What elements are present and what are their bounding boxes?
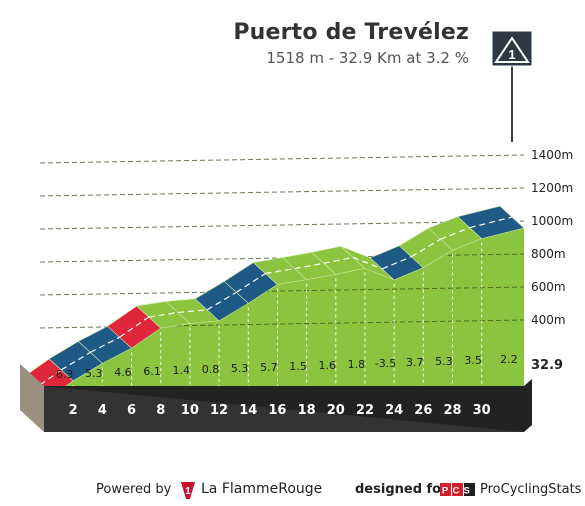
powered-by-label: Powered by — [96, 482, 172, 497]
procyclingstats-link[interactable]: ProCyclingStats — [480, 482, 582, 497]
altitude-tick-label: 800m — [531, 247, 566, 261]
gradient-band-centerline — [265, 267, 295, 275]
category-badge-label: 1 — [508, 47, 515, 62]
gradient-band-centerline — [177, 309, 208, 314]
summit-marker: 1 — [491, 30, 533, 142]
gradient-value-label: -3.5 — [375, 357, 396, 370]
designed-for-label: designed for — [355, 482, 448, 497]
altitude-tick-label: 1400m — [531, 148, 573, 162]
gradient-band-centerline — [381, 256, 412, 270]
gradient-band-centerline — [294, 262, 324, 270]
gradient-band-centerline — [469, 216, 513, 229]
gradient-value-label: 5.7 — [260, 361, 278, 374]
distance-tick-label: 8 — [156, 403, 165, 418]
distance-tick-label: 22 — [356, 403, 374, 418]
gradient-value-label: 3.7 — [406, 356, 424, 369]
distance-tick-label: 30 — [473, 403, 491, 418]
distance-tick-label: 16 — [268, 403, 286, 418]
distance-tick-label: 24 — [385, 403, 403, 418]
elevation-profile-chart: 2 4 6 8 10 12 14 16 18 20 22 24 26 28 306.3 5.3 4.6 6.1 1.… — [19, 30, 573, 432]
distance-tick-label: 6 — [127, 403, 136, 418]
gradient-band-centerline — [235, 273, 266, 293]
pcs-logo-icon[interactable]: PCS — [440, 483, 476, 496]
gridline-layer — [39, 154, 525, 386]
base-side-face — [20, 364, 44, 432]
gradient-band-layer — [19, 205, 525, 403]
la-flamme-rouge-logo-icon[interactable]: 1 — [178, 480, 198, 500]
la-flamme-rouge-link[interactable]: La FlammeRouge — [201, 481, 323, 497]
gradient-band-centerline — [440, 227, 470, 240]
gradient-value-label: 3.5 — [464, 354, 482, 367]
gradient-value-label: 5.3 — [85, 367, 103, 380]
gradient-value-label: 6.1 — [143, 365, 161, 378]
gradient-band-centerline — [323, 256, 354, 264]
gradient-band-centerline — [90, 336, 120, 353]
distance-tick-label: 10 — [181, 403, 199, 418]
gradient-band-centerline — [119, 316, 150, 338]
svg-text:PCS: PCS — [442, 486, 474, 497]
altitude-tick-label: 1000m — [531, 214, 573, 228]
gradient-value-label: 1.4 — [173, 364, 191, 377]
altitude-tick-label: 1200m — [531, 181, 573, 195]
gradient-band-centerline — [148, 311, 178, 318]
chart-title-block: Puerto de Trevélez 1518 m - 32.9 Km at 3… — [233, 20, 469, 67]
gradient-band-centerline — [206, 291, 237, 311]
footer: Powered by 1 La FlammeRouge designed for… — [0, 478, 585, 502]
distance-tick-label: 28 — [443, 403, 461, 418]
gradient-value-label: 5.3 — [435, 355, 453, 368]
gradient-value-label: 2.2 — [500, 353, 518, 366]
gradient-value-label: 1.8 — [348, 358, 366, 371]
distance-tick-label: 14 — [239, 403, 257, 418]
label-layer: 2 4 6 8 10 12 14 16 18 20 22 24 26 28 306.3 5.3 4.6 6.1 1.… — [56, 148, 573, 418]
altitude-tick-label: 600m — [531, 280, 566, 294]
distance-tick-label: 26 — [414, 403, 432, 418]
distance-tick-label: 12 — [210, 403, 228, 418]
altitude-gridline — [39, 286, 525, 296]
distance-tick-label: 18 — [298, 403, 316, 418]
finish-distance-label: 32.9 — [531, 358, 563, 373]
mountain-triangle-icon — [494, 36, 530, 63]
distance-base-layer — [20, 364, 532, 432]
distance-tick-label: 4 — [98, 403, 107, 418]
profile-front-face — [44, 228, 524, 402]
climb-subtitle: 1518 m - 32.9 Km at 3.2 % — [266, 49, 469, 67]
distance-tick-label: 20 — [327, 403, 345, 418]
altitude-gridline — [39, 187, 525, 197]
gradient-value-label: 1.5 — [289, 360, 307, 373]
gradient-value-label: 1.6 — [318, 359, 336, 372]
gradient-band-centerline — [352, 256, 383, 270]
gradient-band-centerline — [411, 238, 441, 258]
climb-title: Puerto de Trevélez — [233, 20, 469, 45]
altitude-gridline — [39, 154, 525, 164]
gradient-value-label: 6.3 — [56, 368, 74, 381]
gradient-value-label: 5.3 — [231, 362, 249, 375]
base-end-cap — [44, 379, 532, 432]
svg-text:1: 1 — [185, 486, 191, 497]
gradient-value-label: 0.8 — [202, 363, 220, 376]
gradient-band-centerline — [60, 351, 91, 371]
altitude-tick-label: 400m — [531, 313, 566, 327]
gradient-value-label: 4.6 — [114, 366, 132, 379]
distance-tick-label: 2 — [69, 403, 78, 418]
